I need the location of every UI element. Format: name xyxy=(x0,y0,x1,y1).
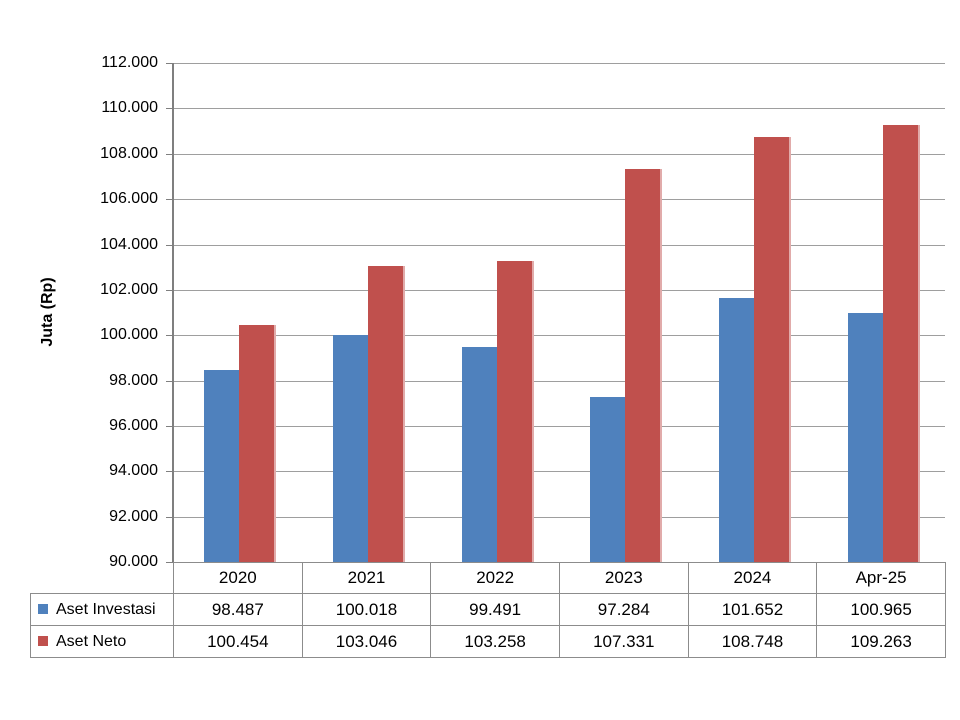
value-cell: 98.487 xyxy=(173,593,303,626)
bar-aset-investasi-apr-25 xyxy=(847,313,883,562)
category-header-cell: 2021 xyxy=(301,562,432,594)
category-header-cell: Apr-25 xyxy=(816,562,946,594)
y-tick-label: 94.000 xyxy=(109,462,158,480)
y-tick-label: 110.000 xyxy=(101,99,158,117)
y-axis-tick xyxy=(166,471,173,473)
bar-aset-investasi-2020 xyxy=(204,369,240,562)
gridline xyxy=(173,425,945,427)
value-cell: 100.018 xyxy=(301,593,432,626)
category-header-cell: 2022 xyxy=(430,562,560,594)
legend-key-icon-aset-investasi xyxy=(38,603,48,614)
gridline xyxy=(173,153,945,155)
value-cell: 108.748 xyxy=(687,625,818,658)
y-tick-label: 100.000 xyxy=(100,326,158,344)
y-tick-label: 96.000 xyxy=(109,416,158,434)
gridline xyxy=(173,63,945,64)
y-axis-tick xyxy=(166,108,173,110)
gridline xyxy=(173,380,945,382)
bar-aset-neto-2023 xyxy=(625,168,661,562)
y-tick-label: 104.000 xyxy=(100,235,158,253)
bar-aset-neto-2020 xyxy=(239,324,275,562)
bar-aset-investasi-2022 xyxy=(461,346,497,562)
y-axis-tick xyxy=(166,335,173,337)
category-header-cell: 2020 xyxy=(173,562,303,594)
bar-aset-neto-2024 xyxy=(754,136,789,562)
y-tick-label: 102.000 xyxy=(100,280,158,298)
y-tick-label: 106.000 xyxy=(100,190,158,208)
bar-aset-investasi-2023 xyxy=(590,396,626,562)
category-header-cell: 2024 xyxy=(687,562,818,594)
value-cell: 103.258 xyxy=(430,625,560,658)
gridline xyxy=(173,244,945,246)
table-corner-blank xyxy=(31,563,174,594)
bar-aset-neto-2021 xyxy=(368,266,403,562)
bar-aset-investasi-2021 xyxy=(333,334,368,562)
y-axis-tick xyxy=(166,153,173,155)
value-cell: 101.652 xyxy=(687,593,818,626)
chart-data-table: 2020 2021 2022 2023 2024 Apr-25 Aset Investasi… xyxy=(30,562,946,658)
gridline xyxy=(173,335,945,337)
y-tick-label: 90.000 xyxy=(109,553,158,570)
y-axis-tick xyxy=(166,244,173,246)
value-cell: 109.263 xyxy=(816,625,946,658)
gridline xyxy=(173,199,945,201)
bar-aset-neto-apr-25 xyxy=(882,125,918,562)
legend-key-icon-aset-neto xyxy=(38,635,48,646)
y-axis-tick xyxy=(166,63,173,64)
value-cell: 107.331 xyxy=(558,625,689,658)
y-axis-line xyxy=(172,63,174,562)
y-axis-tick xyxy=(166,516,173,518)
y-tick-label: 108.000 xyxy=(100,144,158,162)
gridline xyxy=(173,471,945,473)
gridline xyxy=(173,108,945,110)
category-header-cell: 2023 xyxy=(558,562,689,594)
y-axis-tick xyxy=(166,425,173,427)
y-tick-label: 92.000 xyxy=(109,507,158,525)
value-cell: 99.491 xyxy=(430,593,560,626)
gridline xyxy=(173,516,945,518)
value-cell: 97.284 xyxy=(558,593,689,626)
y-axis-tick xyxy=(166,562,173,563)
y-tick-label: 98.000 xyxy=(109,371,158,389)
bar-aset-neto-2022 xyxy=(496,261,532,562)
y-axis-title: Juta (Rp) xyxy=(39,277,56,347)
value-cell: 103.046 xyxy=(301,625,432,658)
bar-aset-investasi-2024 xyxy=(719,297,754,562)
gridline xyxy=(173,289,945,291)
value-cell: 100.454 xyxy=(173,625,303,658)
series-label-cell: Aset Investasi xyxy=(30,593,174,626)
y-axis-tick xyxy=(166,289,173,291)
series-label-cell: Aset Neto xyxy=(30,625,174,658)
y-tick-label: 112.000 xyxy=(101,54,158,71)
y-axis-tick xyxy=(166,199,173,201)
y-axis-tick xyxy=(166,380,173,382)
value-cell: 100.965 xyxy=(816,593,946,626)
